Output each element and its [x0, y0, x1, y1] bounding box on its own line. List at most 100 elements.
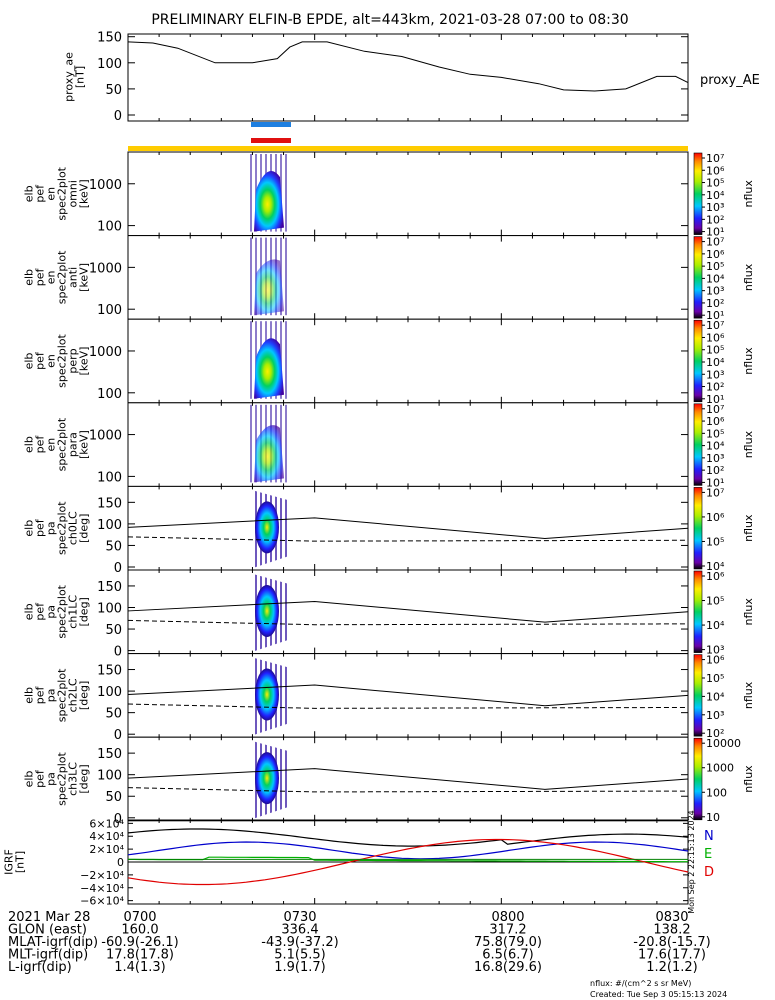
y-axis-label: spec2plot — [56, 668, 69, 722]
colorbar-gradient — [693, 236, 703, 319]
panel-background — [128, 737, 688, 821]
igrf-total-line — [127, 828, 689, 847]
colorbar-tick-label: 10⁵ — [706, 260, 724, 273]
panel-omni: 1000100elbpefenspec2plotomni[keV]10⁷10⁶1… — [23, 151, 755, 239]
colorbar-tick-label: 10⁴ — [706, 440, 725, 453]
footer-value: 1.4(1.3) — [114, 960, 166, 975]
y-axis-label: pef — [34, 184, 47, 203]
colorbar-tick-label: 10⁷ — [706, 152, 724, 165]
y-axis-label: pef — [34, 267, 47, 286]
colorbar-tick-label: 10⁷ — [706, 403, 724, 416]
y-tick-label: 100 — [97, 685, 122, 700]
y-tick-label: 150 — [97, 664, 122, 679]
colorbar-gradient — [693, 487, 703, 570]
colorbar-gradient — [693, 152, 703, 235]
y-axis-label: pef — [34, 351, 47, 370]
y-tick-label: 0 — [114, 812, 122, 827]
science-zone-bar-blue — [251, 122, 291, 127]
y-tick-label: 100 — [97, 303, 122, 318]
y-tick-label: 100 — [97, 601, 122, 616]
footer-row-label: 2021 Mar 28 — [8, 910, 90, 925]
y-tick-label: −2×10⁴ — [80, 869, 124, 882]
y-tick-label: 150 — [97, 496, 122, 511]
y-axis-label: spec2plot — [56, 584, 69, 638]
y-tick-label: 0 — [114, 645, 122, 660]
colorbar-tick-label: 10⁴ — [706, 690, 725, 703]
colorbar-tick-label: 10⁶ — [706, 654, 725, 667]
panel-frame — [127, 33, 689, 122]
legend-n: N — [704, 829, 714, 844]
y-axis-label: anti — [67, 267, 80, 288]
y-tick-label: 50 — [105, 623, 122, 638]
colorbar-tick-label: 100 — [706, 786, 727, 799]
y-tick-label: 100 — [97, 470, 122, 485]
colorbar-tick-label: 10⁴ — [706, 272, 725, 285]
colorbar-tick-label: 10³ — [706, 285, 724, 298]
y-tick-label: 0 — [114, 561, 122, 576]
colorbar-tick-label: 10⁷ — [706, 236, 724, 249]
status-bar — [128, 146, 688, 151]
colorbar-gradient — [693, 403, 703, 486]
anti-loss-cone-line — [127, 703, 689, 709]
colorbar-tick-label: 10⁶ — [706, 570, 725, 583]
igrf-e-line — [128, 856, 688, 863]
spectrogram-flux-blob — [254, 425, 284, 483]
loss-cone-line — [127, 768, 689, 790]
y-axis-label: ch1LC — [67, 595, 80, 629]
y-tick-label: 150 — [97, 580, 122, 595]
y-tick-label: −6×10⁴ — [80, 895, 124, 908]
colorbar-tick-label: 10⁶ — [706, 415, 725, 428]
y-axis-label: en — [45, 354, 58, 368]
igrf-d-line — [127, 838, 689, 886]
colorbar-tick-label: 10⁶ — [706, 164, 725, 177]
y-tick-label: 50 — [105, 539, 122, 554]
colorbar-tick-label: 10⁵ — [706, 672, 724, 685]
y-tick-label: 1000 — [89, 345, 122, 360]
panel-background — [128, 152, 688, 236]
y-tick-label: 1000 — [89, 429, 122, 444]
colorbar-label: nflux — [742, 347, 755, 375]
panel-background — [128, 319, 688, 403]
colorbar-tick-label: 10⁵ — [706, 344, 724, 357]
panel-ch0: 150100500elbpefpaspec2plotch0LC[deg]10⁷1… — [23, 485, 755, 576]
y-axis-label: para — [67, 432, 80, 457]
colorbar-tick-label: 10² — [706, 381, 724, 394]
proxy-ae-line — [127, 41, 689, 92]
y-axis-label: spec2plot — [56, 334, 69, 388]
y-axis-label: pef — [34, 685, 47, 704]
y-tick-label: 100 — [97, 57, 122, 72]
colorbar-tick-label: 10⁵ — [706, 595, 724, 608]
colorbar-tick-label: 10³ — [706, 452, 724, 465]
colorbar-tick-label: 10⁵ — [706, 427, 724, 440]
colorbar-tick-label: 10¹ — [706, 393, 724, 406]
colorbar-tick-label: 10² — [706, 727, 724, 740]
colorbar-tick-label: 10⁴ — [706, 356, 725, 369]
y-axis-label: [keV] — [78, 347, 91, 376]
panel-background — [128, 235, 688, 320]
plot-title: PRELIMINARY ELFIN-B EPDE, alt=443km, 202… — [151, 12, 628, 28]
footer-value: 16.8(29.6) — [474, 960, 542, 975]
y-axis-label: ch0LC — [67, 511, 80, 545]
footer-value: 0800 — [491, 910, 524, 925]
colorbar-tick-label: 10³ — [706, 368, 724, 381]
footer-row-label: MLAT-igrf(dip) — [8, 935, 98, 950]
pitch-angle-flux-blob — [255, 584, 279, 637]
colorbar-gradient — [693, 737, 703, 821]
loss-cone-line — [127, 684, 689, 707]
colorbar-tick-label: 10² — [706, 297, 724, 310]
science-zone-bar-red — [251, 138, 291, 143]
colorbar-tick-label: 10⁷ — [706, 319, 724, 332]
footer-row-label: GLON (east) — [8, 923, 87, 938]
panel-background — [128, 570, 688, 654]
y-axis-label: ch3LC — [67, 762, 80, 796]
footer-value: -20.8(-15.7) — [633, 935, 710, 950]
y-axis-label: [nT] — [74, 66, 87, 88]
igrf-stamp: Mon Sep 2 22:15:13 2024 — [687, 810, 696, 914]
footer-row-label: MLT-igrf(dip) — [8, 948, 88, 963]
spectrogram-flux-blob — [254, 338, 284, 399]
y-axis-label: proxy_ae — [63, 52, 76, 102]
y-tick-label: 50 — [105, 83, 122, 98]
